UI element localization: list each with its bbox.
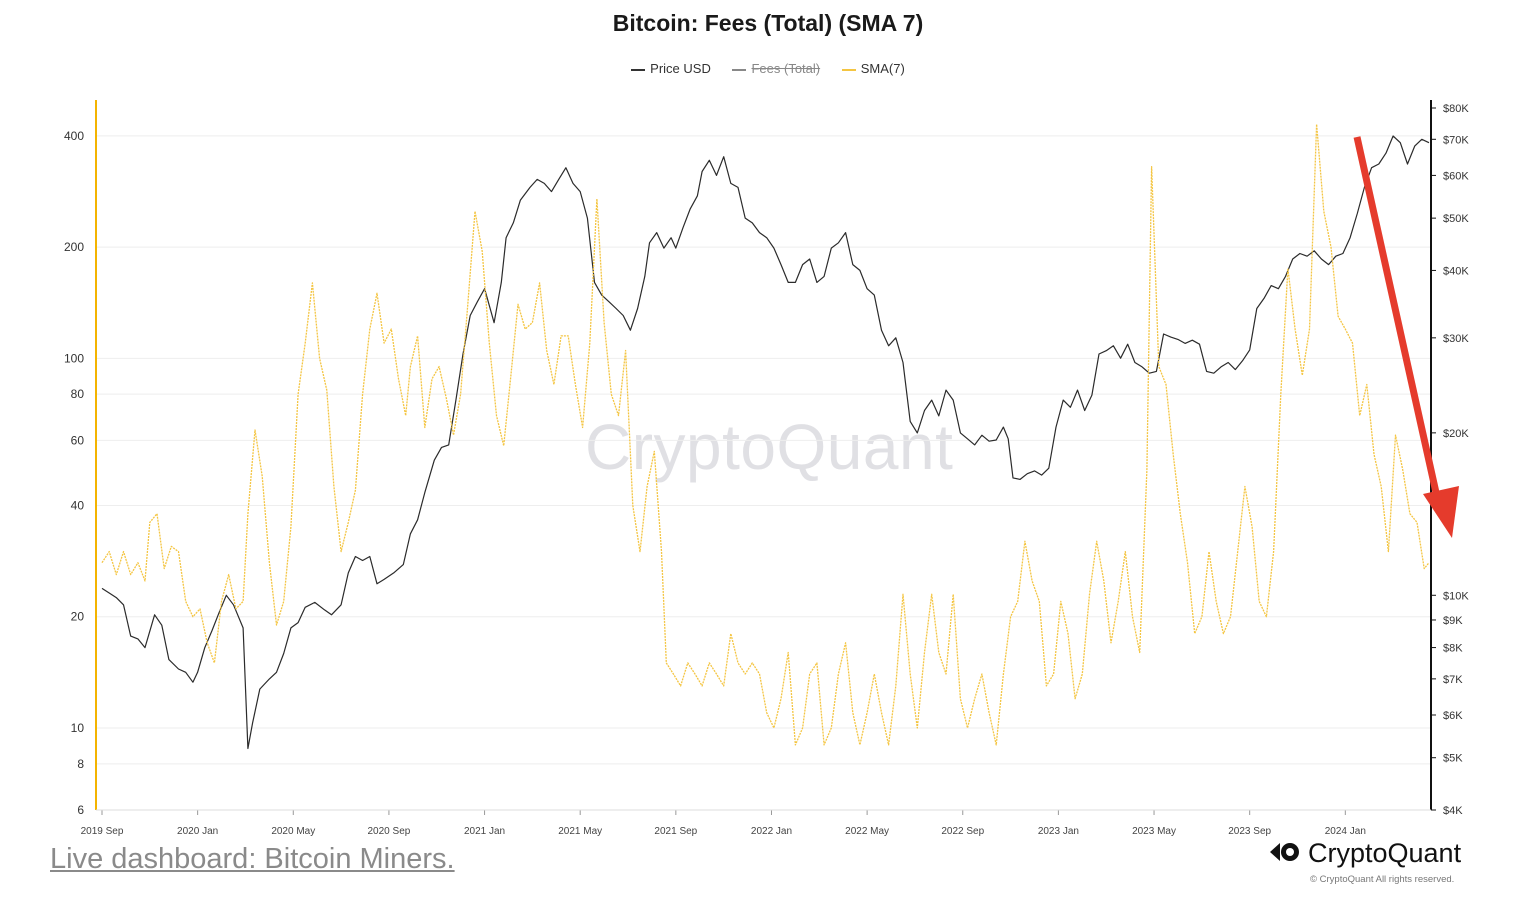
y-left-tick-label: 20 [71, 610, 85, 624]
y-right-tick-label: $9K [1443, 615, 1463, 627]
y-right-tick-label: $6K [1443, 710, 1463, 722]
chart-title: Bitcoin: Fees (Total) (SMA 7) [612, 10, 924, 36]
x-tick-label: 2020 May [271, 826, 315, 837]
legend: Price USD Fees (Total) SMA(7) [0, 61, 1536, 76]
y-left-tick-label: 10 [71, 721, 85, 735]
dashboard-link[interactable]: Live dashboard: Bitcoin Miners. [50, 843, 455, 875]
y-right-tick-label: $4K [1443, 805, 1463, 817]
y-right-tick-label: $80K [1443, 103, 1469, 115]
y-right-tick-label: $10K [1443, 590, 1469, 602]
x-tick-label: 2021 Jan [464, 826, 505, 837]
legend-label-fees: Fees (Total) [751, 61, 821, 76]
y-left-tick-label: 200 [64, 240, 84, 254]
legend-label-price: Price USD [650, 61, 711, 76]
x-tick-label: 2024 Jan [1325, 826, 1366, 837]
x-tick-label: 2022 Sep [941, 826, 984, 837]
x-tick-label: 2023 Sep [1228, 826, 1271, 837]
x-tick-label: 2021 Sep [654, 826, 697, 837]
y-right-tick-label: $60K [1443, 170, 1469, 182]
y-right-tick-label: $30K [1443, 333, 1469, 345]
y-left-tick-label: 400 [64, 129, 84, 143]
trend-arrow-shaft [1353, 136, 1441, 498]
copyright: © CryptoQuant All rights reserved. [1310, 874, 1455, 885]
y-left-tick-label: 80 [71, 387, 85, 401]
y-right-tick-label: $40K [1443, 265, 1469, 277]
brand-name: CryptoQuant [1308, 838, 1462, 868]
y-left-tick-label: 8 [77, 757, 84, 771]
y-right-tick-label: $8K [1443, 643, 1463, 655]
x-tick-label: 2023 May [1132, 826, 1176, 837]
y-left-tick-label: 40 [71, 498, 85, 512]
brand-logo: CryptoQuant [1268, 838, 1461, 870]
legend-item-price[interactable]: Price USD [631, 61, 711, 76]
y-left-tick-label: 100 [64, 351, 84, 365]
y-right-tick-label: $5K [1443, 753, 1463, 765]
x-tick-label: 2022 May [845, 826, 889, 837]
legend-item-fees[interactable]: Fees (Total) [732, 61, 820, 76]
y-left-tick-label: 60 [71, 433, 85, 447]
x-tick-label: 2023 Jan [1038, 826, 1079, 837]
x-tick-label: 2022 Jan [751, 826, 792, 837]
legend-label-sma: SMA(7) [860, 61, 905, 76]
trend-arrow-head [1423, 486, 1459, 538]
x-tick-label: 2020 Sep [368, 826, 411, 837]
price-usd-series-line [101, 135, 1430, 750]
watermark: CryptoQuant [585, 411, 954, 483]
y-right-tick-label: $7K [1443, 674, 1463, 686]
y-right-tick-label: $70K [1443, 134, 1469, 146]
y-left-tick-label: 6 [77, 803, 84, 817]
x-tick-label: 2020 Jan [177, 826, 218, 837]
x-tick-label: 2021 May [558, 826, 602, 837]
y-right-tick-label: $20K [1443, 428, 1469, 440]
sma7-series-line [101, 123, 1430, 746]
cryptoquant-logo-icon [1268, 839, 1302, 870]
legend-item-sma[interactable]: SMA(7) [841, 61, 905, 76]
x-tick-label: 2019 Sep [81, 826, 124, 837]
y-right-tick-label: $50K [1443, 213, 1469, 225]
